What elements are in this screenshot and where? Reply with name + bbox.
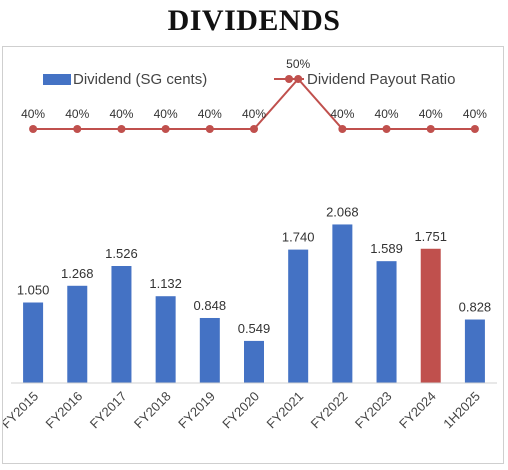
payout-ratio-label: 40%	[109, 107, 133, 121]
payout-ratio-point	[470, 125, 479, 133]
bar-value-label: 0.828	[459, 300, 492, 315]
payout-ratio-point	[426, 125, 435, 133]
chart-title: DIVIDENDS	[167, 4, 341, 37]
x-tick-label: 1H2025	[440, 389, 483, 432]
legend-bar-swatch	[43, 74, 71, 85]
x-tick-label: FY2015	[3, 389, 41, 432]
legend: Dividend (SG cents) Dividend Payout Rati…	[43, 71, 455, 88]
payout-ratio-point	[250, 125, 258, 133]
x-tick-label: FY2018	[131, 389, 174, 432]
bar	[155, 296, 176, 383]
bar-value-label: 1.132	[149, 276, 182, 291]
bar-value-label: 2.068	[326, 204, 359, 219]
x-tick-label: FY2020	[219, 389, 262, 432]
payout-ratio-point	[29, 125, 38, 133]
payout-ratio-point	[382, 125, 391, 133]
payout-ratio-label: 50%	[286, 57, 310, 71]
payout-ratio-point	[117, 125, 126, 133]
bar	[111, 266, 132, 383]
payout-ratio-point	[73, 125, 82, 133]
bar-series: 1.050 1.268 1.526 1.132 0.848 0.549 1.740 2.068…	[17, 204, 491, 383]
chart-frame: Dividend (SG cents) Dividend Payout Rati…	[2, 46, 504, 464]
x-tick-label: FY2023	[352, 389, 395, 432]
bar-value-label: 1.050	[17, 283, 50, 298]
x-tick-label: FY2017	[87, 389, 130, 432]
bar-value-label: 1.740	[282, 230, 315, 245]
payout-ratio-label: 40%	[330, 107, 354, 121]
bar-value-label: 1.526	[105, 246, 138, 261]
x-tick-label: FY2022	[308, 389, 351, 432]
payout-ratio-point	[338, 125, 347, 133]
x-tick-label: FY2021	[263, 389, 306, 432]
bar	[376, 261, 397, 383]
payout-ratio-point	[205, 125, 214, 133]
bar	[288, 249, 309, 383]
legend-label-dividend: Dividend (SG cents)	[73, 71, 207, 88]
bar	[199, 317, 220, 383]
bar-value-label: 1.589	[370, 241, 403, 256]
legend-label-payout-ratio: Dividend Payout Ratio	[307, 71, 455, 88]
bar	[420, 248, 441, 383]
bar-value-label: 1.268	[61, 266, 94, 281]
x-tick-label: FY2024	[396, 389, 439, 432]
bar	[244, 340, 264, 383]
bar-value-label: 0.848	[194, 298, 227, 313]
bar-value-label: 1.751	[414, 229, 447, 244]
x-tick-label: FY2019	[175, 389, 218, 432]
payout-ratio-label: 40%	[419, 107, 443, 121]
payout-ratio-label: 40%	[375, 107, 399, 121]
payout-ratio-label: 40%	[154, 107, 178, 121]
payout-ratio-label: 40%	[242, 107, 266, 121]
x-tick-label: FY2016	[43, 389, 86, 432]
bar	[464, 319, 485, 383]
payout-ratio-series: 40% 40% 40% 40% 40% 40% 50% 40% 40% 40% 40%	[21, 57, 487, 133]
payout-ratio-point	[161, 125, 170, 133]
legend-line-marker	[285, 75, 293, 83]
payout-ratio-label: 40%	[65, 107, 89, 121]
payout-ratio-point	[294, 75, 303, 83]
bar	[23, 302, 44, 383]
x-axis-tick-labels: FY2015 FY2016 FY2017 FY2018 FY2019 FY2020 FY20…	[3, 389, 483, 432]
payout-ratio-label: 40%	[198, 107, 222, 121]
bar	[67, 285, 88, 383]
payout-ratio-label: 40%	[463, 107, 487, 121]
dividends-chart: Dividend (SG cents) Dividend Payout Rati…	[3, 57, 497, 432]
bar	[332, 224, 353, 383]
bar-value-label: 0.549	[238, 321, 271, 336]
payout-ratio-label: 40%	[21, 107, 45, 121]
